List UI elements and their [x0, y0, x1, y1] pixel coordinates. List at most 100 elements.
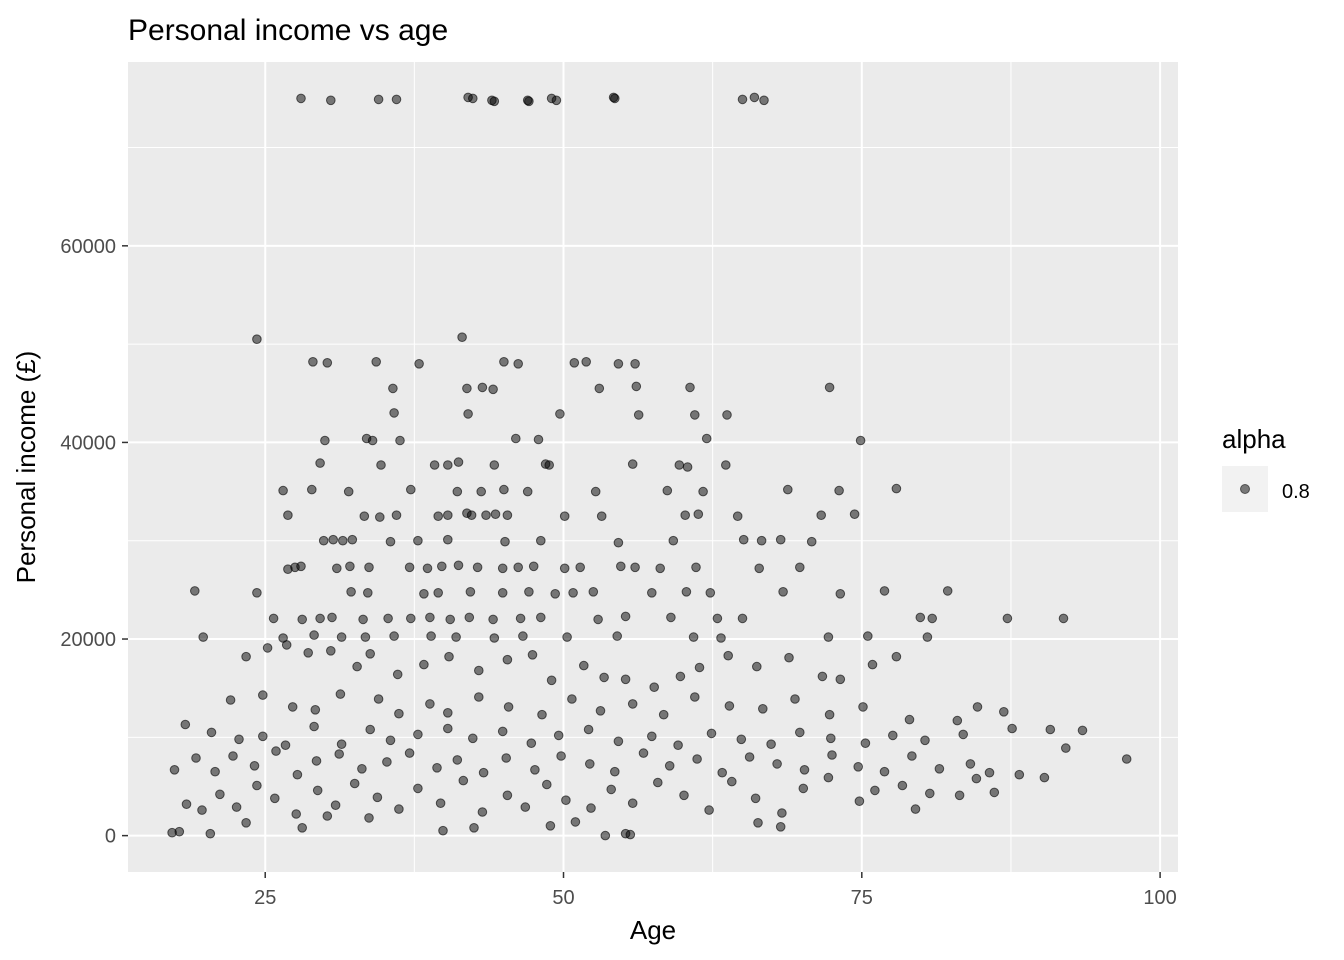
- data-point: [228, 751, 238, 761]
- data-point: [181, 799, 192, 810]
- data-point: [834, 485, 844, 496]
- data-point: [426, 631, 436, 641]
- data-point: [464, 612, 475, 623]
- data-point: [555, 409, 565, 419]
- data-point: [394, 804, 404, 814]
- data-point: [258, 731, 268, 742]
- data-point: [330, 800, 341, 811]
- data-point: [489, 633, 500, 643]
- data-point: [858, 702, 868, 712]
- data-point: [922, 632, 933, 642]
- data-point: [499, 484, 509, 495]
- data-point: [727, 776, 737, 787]
- data-point: [513, 562, 524, 573]
- data-point: [1058, 613, 1069, 624]
- data-point: [524, 96, 534, 107]
- data-point: [425, 612, 435, 623]
- data-point: [268, 613, 279, 624]
- data-point: [664, 761, 675, 771]
- data-point: [360, 632, 371, 642]
- data-point: [772, 759, 782, 769]
- data-point: [328, 534, 339, 545]
- data-point: [972, 702, 983, 712]
- data-point: [241, 651, 251, 662]
- data-point: [666, 612, 676, 623]
- legend: alpha 0.8: [1222, 424, 1310, 512]
- data-point: [583, 724, 594, 735]
- data-point: [860, 738, 871, 749]
- data-point: [590, 486, 601, 497]
- data-point: [335, 689, 346, 699]
- data-point: [382, 757, 392, 767]
- data-point: [545, 821, 556, 831]
- data-point: [690, 410, 700, 420]
- data-point: [413, 783, 423, 794]
- data-point: [474, 692, 484, 702]
- data-point: [373, 94, 384, 105]
- data-point: [332, 563, 342, 574]
- data-point: [542, 779, 552, 790]
- data-point: [827, 750, 837, 760]
- data-point: [559, 511, 570, 522]
- data-point: [965, 759, 976, 769]
- data-point: [737, 94, 748, 105]
- data-point: [502, 510, 513, 521]
- data-point: [736, 734, 747, 745]
- data-point: [712, 613, 723, 624]
- data-point: [704, 805, 714, 815]
- data-point: [835, 589, 846, 599]
- data-point: [404, 748, 415, 758]
- data-point: [315, 458, 325, 468]
- data-point: [281, 640, 292, 650]
- data-point: [717, 767, 728, 778]
- plot-panel: [128, 62, 1178, 872]
- data-point: [989, 787, 1000, 798]
- data-point: [262, 643, 273, 653]
- data-point: [688, 632, 699, 642]
- data-point: [477, 382, 488, 393]
- data-point: [612, 631, 623, 641]
- data-point: [444, 651, 454, 662]
- data-point: [567, 694, 577, 704]
- data-point: [385, 735, 396, 746]
- data-point: [357, 764, 367, 774]
- data-point: [853, 762, 864, 772]
- data-point: [888, 730, 898, 741]
- data-point: [413, 729, 423, 740]
- data-point: [606, 784, 617, 795]
- data-point: [462, 383, 472, 394]
- data-point: [476, 486, 487, 497]
- data-point: [879, 586, 890, 596]
- data-point: [673, 740, 683, 751]
- data-point: [588, 587, 599, 597]
- data-point: [346, 587, 356, 597]
- data-point: [252, 334, 262, 345]
- data-point: [744, 752, 755, 762]
- data-point: [823, 632, 834, 642]
- data-point: [849, 509, 860, 520]
- data-point: [593, 614, 603, 625]
- data-point: [784, 652, 794, 663]
- data-point: [468, 733, 478, 744]
- data-point: [503, 702, 514, 712]
- data-point: [391, 94, 402, 105]
- data-point: [613, 359, 624, 369]
- data-point: [795, 562, 805, 573]
- data-point: [569, 358, 580, 368]
- data-point: [693, 509, 704, 520]
- data-point: [631, 381, 642, 392]
- data-point: [897, 780, 908, 791]
- data-point: [551, 95, 562, 106]
- data-point: [443, 534, 453, 545]
- x-tick-label: 100: [1143, 887, 1176, 909]
- data-point: [404, 562, 415, 573]
- data-point: [692, 754, 702, 764]
- data-point: [585, 759, 595, 769]
- data-point: [474, 665, 484, 676]
- legend-title: alpha: [1222, 424, 1286, 454]
- data-point: [365, 649, 376, 659]
- data-point: [627, 798, 638, 809]
- data-point: [835, 674, 846, 685]
- data-point: [296, 561, 306, 572]
